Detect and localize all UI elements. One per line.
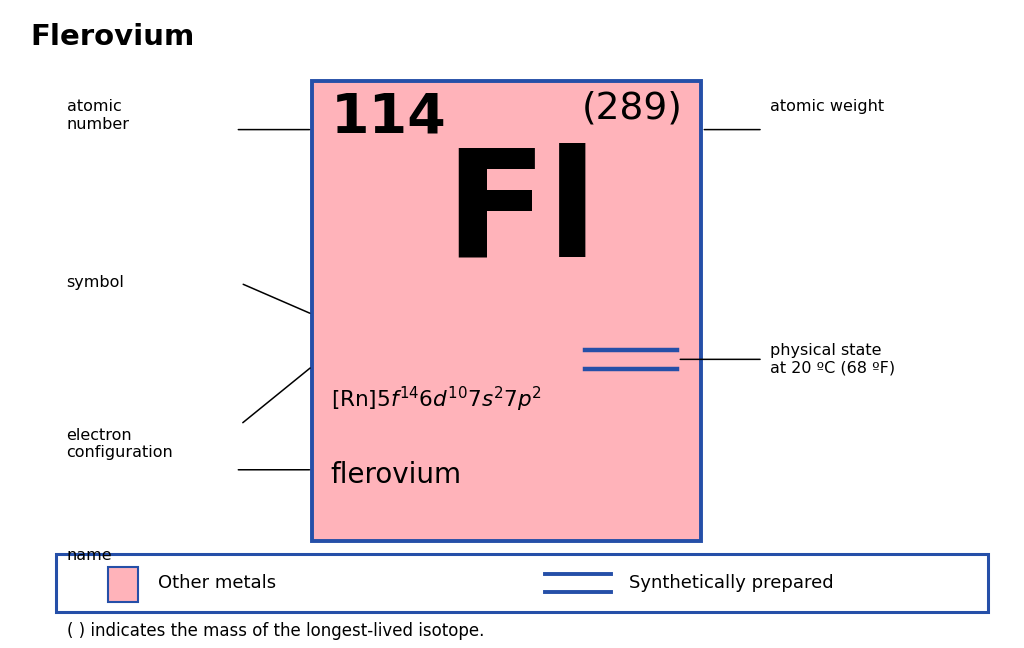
Text: name: name (67, 548, 113, 562)
Text: Fl: Fl (444, 143, 599, 288)
Text: atomic
number: atomic number (67, 99, 130, 132)
Text: electron
configuration: electron configuration (67, 428, 173, 460)
Text: ( ) indicates the mass of the longest-lived isotope.: ( ) indicates the mass of the longest-li… (67, 622, 484, 640)
Text: atomic weight: atomic weight (770, 99, 884, 114)
Text: (289): (289) (582, 91, 683, 127)
FancyBboxPatch shape (56, 554, 988, 612)
Text: physical state
at 20 ºC (68 ºF): physical state at 20 ºC (68 ºF) (770, 343, 895, 376)
FancyBboxPatch shape (108, 567, 138, 602)
FancyBboxPatch shape (312, 81, 701, 541)
Text: symbol: symbol (67, 275, 125, 290)
Text: Synthetically prepared: Synthetically prepared (630, 574, 834, 592)
Text: flerovium: flerovium (331, 461, 462, 489)
Text: Flerovium: Flerovium (31, 23, 195, 51)
Text: $[\mathrm{Rn}]5f^{14}6d^{10}7s^{2}7p^{2}$: $[\mathrm{Rn}]5f^{14}6d^{10}7s^{2}7p^{2}… (331, 385, 542, 414)
Text: 114: 114 (331, 91, 446, 145)
Text: Other metals: Other metals (159, 574, 276, 592)
